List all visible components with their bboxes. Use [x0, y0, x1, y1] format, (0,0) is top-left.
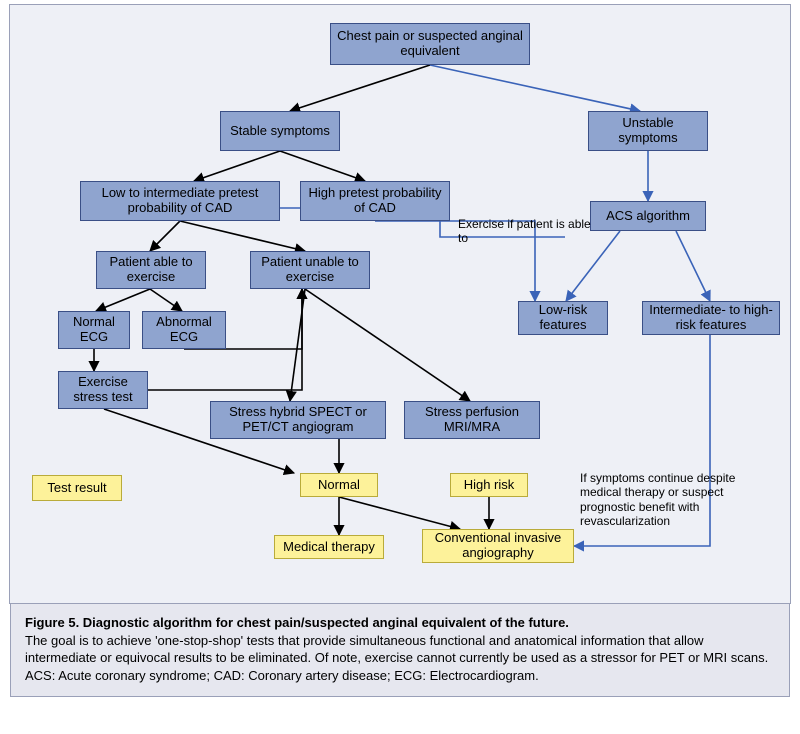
node-highrisk: High risk — [450, 473, 528, 497]
node-lowmed: Low to intermediate pretest probability … — [80, 181, 280, 221]
node-angio: Conventional invasive angiography — [422, 529, 574, 563]
node-testres: Test result — [32, 475, 122, 501]
label-iflabel: If symptoms continue despite medical the… — [580, 471, 780, 529]
node-intrisk: Intermediate- to high-risk features — [642, 301, 780, 335]
node-abnecg: Abnormal ECG — [142, 311, 226, 349]
label-exlabel: Exercise if patient is able to — [458, 217, 598, 246]
node-mri: Stress perfusion MRI/MRA — [404, 401, 540, 439]
node-acs: ACS algorithm — [590, 201, 706, 231]
caption-title: Figure 5. Diagnostic algorithm for chest… — [25, 615, 569, 630]
node-est: Exercise stress test — [58, 371, 148, 409]
node-unstable: Unstable symptoms — [588, 111, 708, 151]
node-able: Patient able to exercise — [96, 251, 206, 289]
node-normecg: Normal ECG — [58, 311, 130, 349]
node-root: Chest pain or suspected anginal equivale… — [330, 23, 530, 65]
caption-abbrev: ACS: Acute coronary syndrome; CAD: Coron… — [25, 668, 539, 683]
node-lowrisk: Low-risk features — [518, 301, 608, 335]
diagram-canvas: Chest pain or suspected anginal equivale… — [9, 4, 791, 604]
node-spect: Stress hybrid SPECT or PET/CT angiogram — [210, 401, 386, 439]
caption-body: The goal is to achieve 'one-stop-shop' t… — [25, 633, 768, 666]
node-normal: Normal — [300, 473, 378, 497]
node-unable: Patient unable to exercise — [250, 251, 370, 289]
figure-caption: Figure 5. Diagnostic algorithm for chest… — [10, 604, 790, 697]
node-medther: Medical therapy — [274, 535, 384, 559]
node-high: High pretest probability of CAD — [300, 181, 450, 221]
node-stable: Stable symptoms — [220, 111, 340, 151]
